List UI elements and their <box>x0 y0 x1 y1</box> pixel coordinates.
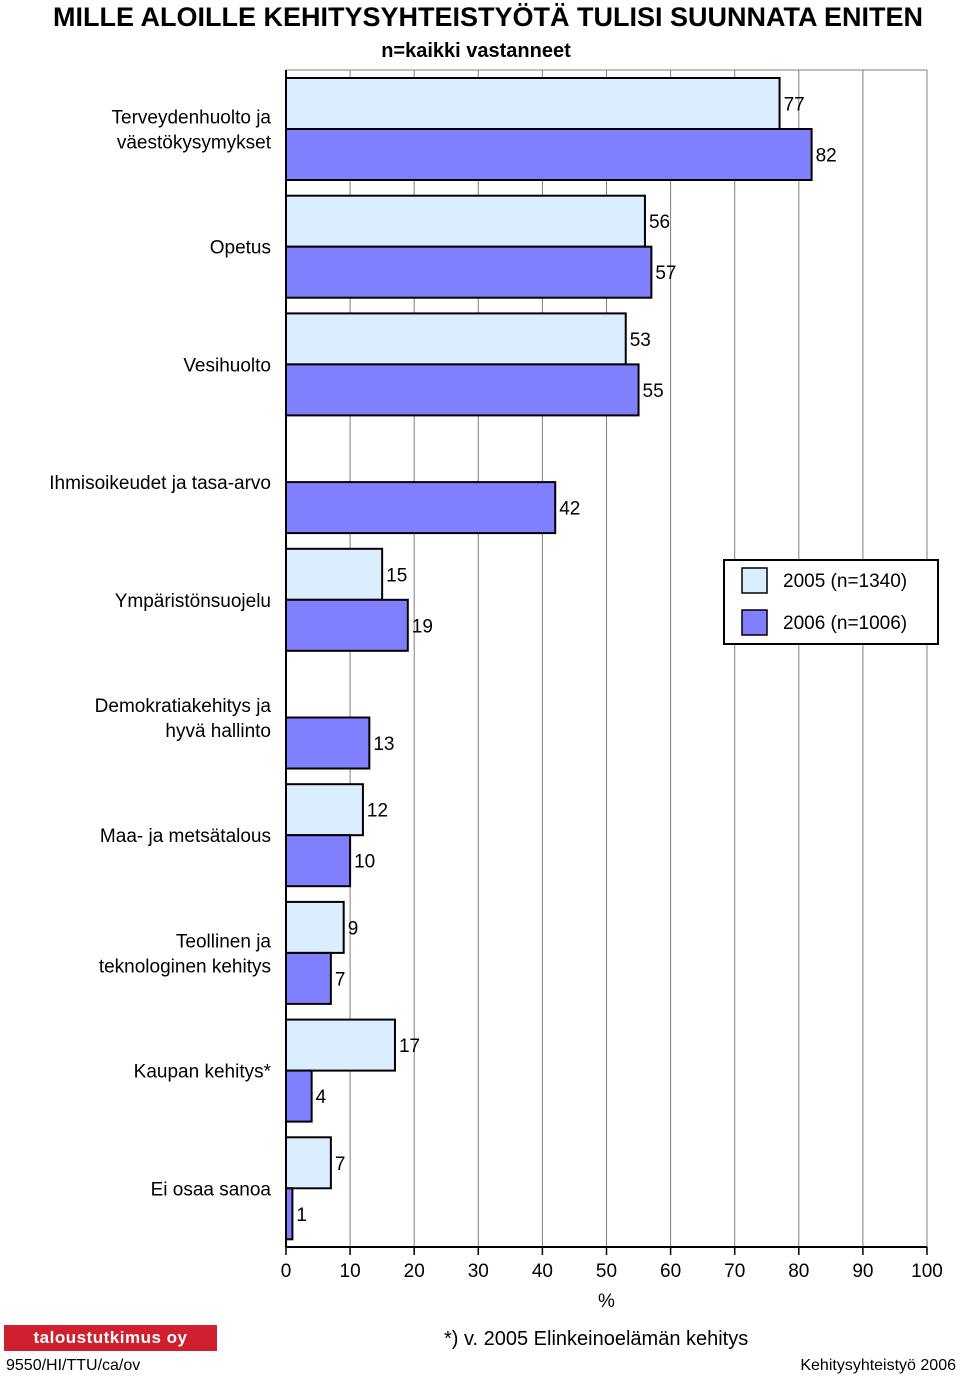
data-label: 9 <box>348 918 359 939</box>
category-label: Vesihuolto <box>183 355 271 376</box>
data-label: 17 <box>399 1036 420 1057</box>
category-label: Ihmisoikeudet ja tasa-arvo <box>49 473 271 494</box>
footer-code: 9550/HI/TTU/ca/ov <box>6 1357 141 1374</box>
chart-subtitle: n=kaikki vastanneet <box>381 40 571 62</box>
bar <box>285 783 364 837</box>
data-label: 10 <box>354 852 375 873</box>
footnote: *) v. 2005 Elinkeinoelämän kehitys <box>444 1328 749 1350</box>
chart-title: MILLE ALOILLE KEHITYSYHTEISTYÖTÄ TULISI … <box>53 2 923 32</box>
x-tick-label: 50 <box>596 1261 617 1282</box>
data-label: 55 <box>643 381 664 402</box>
x-tick-label: 80 <box>788 1261 809 1282</box>
bar <box>285 547 384 601</box>
bar <box>285 312 627 366</box>
category-label: Ympäristönsuojelu <box>115 591 271 612</box>
x-tick-label: 30 <box>468 1261 489 1282</box>
data-label: 13 <box>373 734 394 755</box>
data-label: 42 <box>559 499 580 520</box>
bar <box>285 1018 396 1072</box>
bar <box>285 77 781 130</box>
bar <box>285 900 345 954</box>
category-label: teknologinen kehitys <box>99 956 271 977</box>
bar <box>285 128 813 181</box>
x-tick-label: 100 <box>911 1261 943 1282</box>
bar <box>285 598 409 652</box>
legend-swatch <box>741 567 768 594</box>
bar <box>285 245 653 299</box>
data-label: 7 <box>335 1154 346 1175</box>
data-label: 4 <box>316 1087 327 1108</box>
x-tick-label: 0 <box>281 1261 292 1282</box>
category-label: Opetus <box>210 238 271 259</box>
bar <box>285 1069 313 1123</box>
category-label: Maa- ja metsätalous <box>100 826 271 847</box>
x-tick-label: 10 <box>340 1261 361 1282</box>
data-label: 1 <box>296 1205 307 1226</box>
legend-swatch <box>741 609 768 636</box>
bar <box>285 1136 332 1190</box>
x-tick-label: 90 <box>852 1261 873 1282</box>
x-tick-label: 20 <box>404 1261 425 1282</box>
data-label: 56 <box>649 212 670 233</box>
data-label: 77 <box>784 95 805 116</box>
bar <box>285 481 557 535</box>
data-label: 12 <box>367 801 388 822</box>
bar <box>285 951 332 1005</box>
bar <box>285 716 371 770</box>
category-label: Teollinen ja <box>176 931 271 952</box>
category-label: väestökysymykset <box>117 133 272 154</box>
x-tick-label: 70 <box>724 1261 745 1282</box>
bar <box>285 363 640 417</box>
data-label: 82 <box>816 146 837 167</box>
x-tick-label: 40 <box>532 1261 553 1282</box>
legend-label: 2005 (n=1340) <box>783 571 907 592</box>
bar <box>285 194 646 248</box>
category-label: Terveydenhuolto ja <box>112 108 272 129</box>
category-label: Demokratiakehitys ja <box>95 696 272 717</box>
category-label: Kaupan kehitys* <box>134 1062 272 1083</box>
x-tick-label: 60 <box>660 1261 681 1282</box>
data-label: 53 <box>630 330 651 351</box>
x-axis-label: % <box>598 1291 615 1312</box>
data-label: 7 <box>335 969 346 990</box>
data-label: 57 <box>655 263 676 284</box>
legend-label: 2006 (n=1006) <box>783 613 907 634</box>
data-label: 15 <box>386 565 407 586</box>
category-label: Ei osaa sanoa <box>151 1179 272 1200</box>
company-logo: taloustutkimus oy <box>4 1325 217 1351</box>
data-label: 19 <box>412 616 433 637</box>
category-label: hyvä hallinto <box>165 721 271 742</box>
footer-source: Kehitysyhteistyö 2006 <box>800 1357 956 1374</box>
bar <box>285 834 352 888</box>
